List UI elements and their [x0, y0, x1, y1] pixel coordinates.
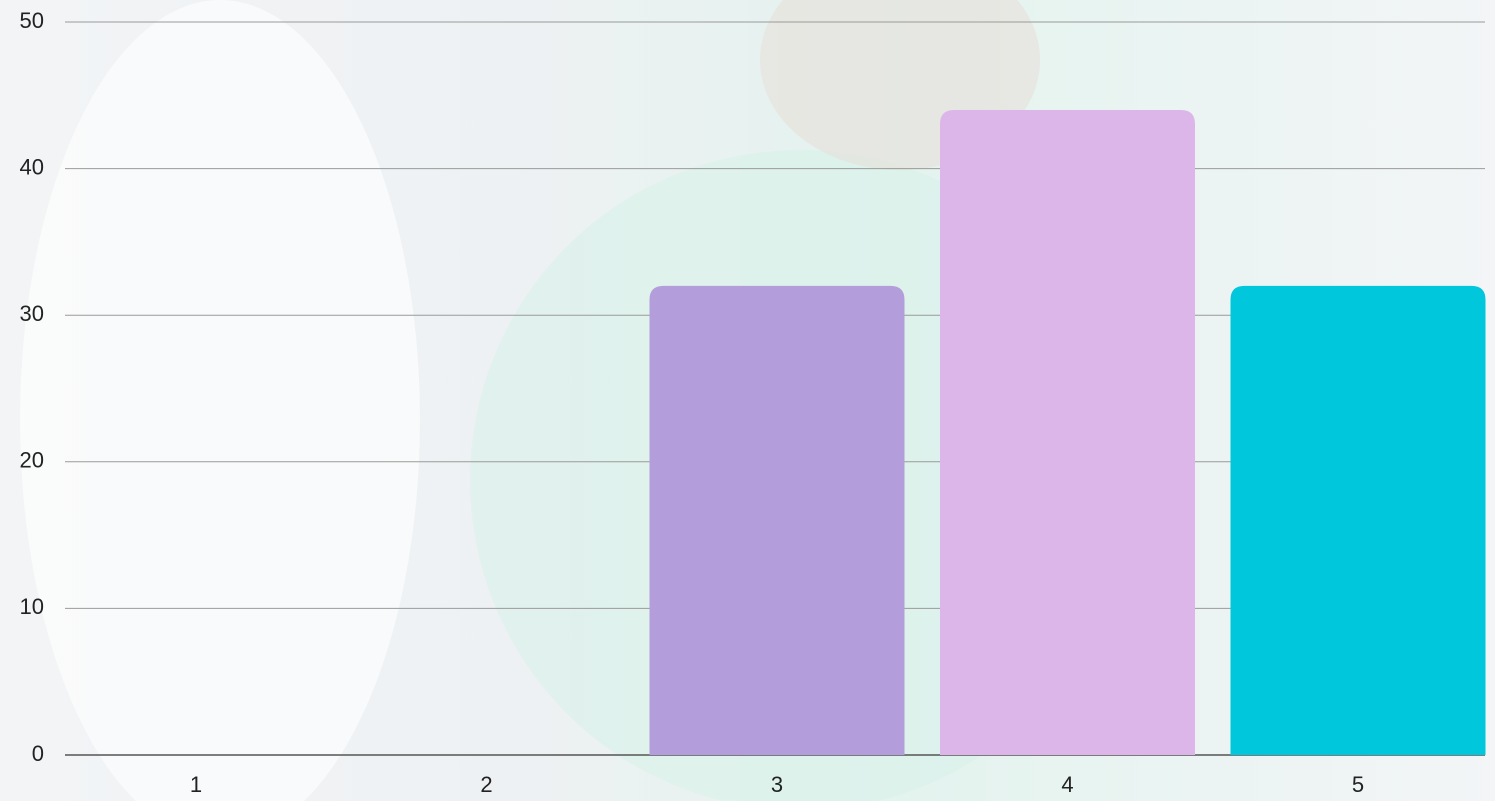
x-tick-label: 5 [1352, 772, 1364, 797]
y-tick-label: 10 [20, 594, 44, 619]
bar [649, 285, 905, 755]
x-tick-label: 1 [190, 772, 202, 797]
labels: 0 10 20 30 40 50 1 2 3 4 5 [20, 8, 1365, 797]
y-tick-label: 40 [20, 154, 44, 179]
background-figure [20, 0, 420, 801]
x-tick-label: 4 [1061, 772, 1073, 797]
y-tick-label: 0 [32, 741, 44, 766]
x-tick-label: 3 [771, 772, 783, 797]
y-tick-label: 50 [20, 8, 44, 33]
bar [1230, 285, 1486, 755]
x-tick-label: 2 [480, 772, 492, 797]
y-tick-label: 20 [20, 448, 44, 473]
bars [649, 109, 1486, 755]
bar [940, 109, 1195, 755]
y-tick-label: 30 [20, 301, 44, 326]
